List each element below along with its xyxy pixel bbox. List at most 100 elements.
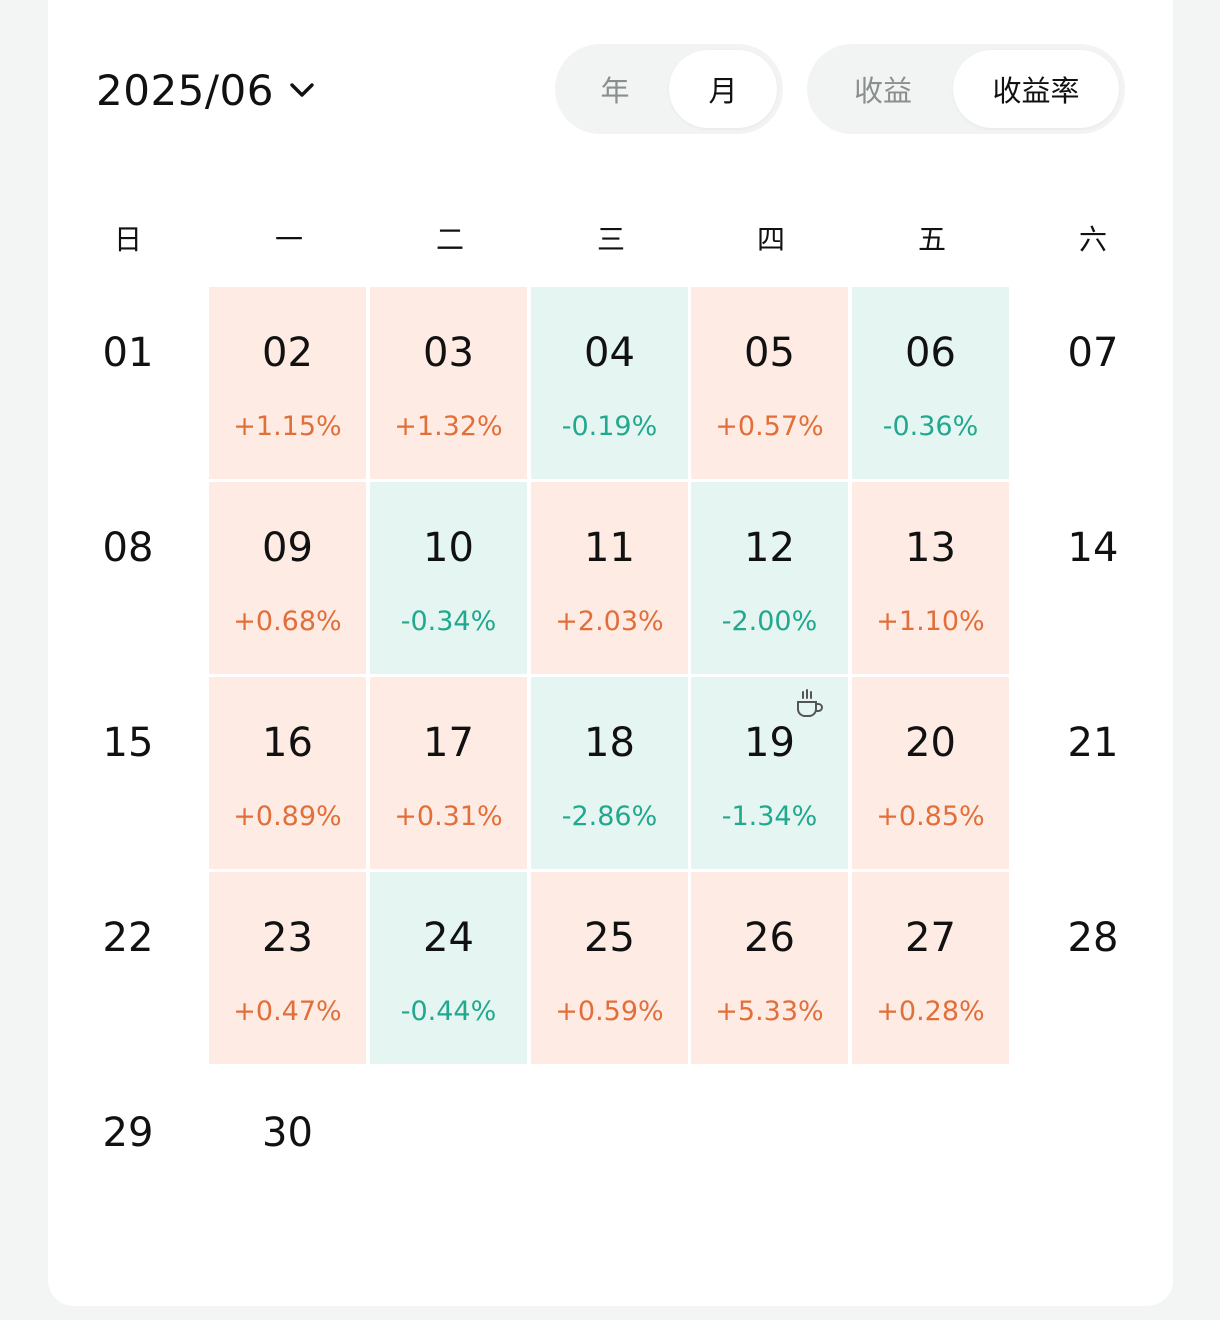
day-number: 23	[262, 915, 313, 961]
daily-return-rate: +0.57%	[715, 411, 824, 442]
calendar-day-cell[interactable]: 08	[48, 482, 208, 674]
chevron-down-icon	[288, 74, 320, 106]
day-number: 07	[1067, 330, 1119, 376]
calendar-day-cell[interactable]: 24 -0.44%	[370, 872, 527, 1064]
day-number: 28	[1067, 915, 1119, 961]
tab-month[interactable]: 月	[669, 50, 777, 128]
weekday-label: 日	[113, 223, 142, 256]
daily-return-rate: -2.86%	[561, 801, 658, 832]
tab-year[interactable]: 年	[600, 74, 630, 108]
daily-return-rate: +1.32%	[394, 411, 503, 442]
tab-return-rate[interactable]: 收益率	[953, 50, 1119, 128]
tab-profit[interactable]: 收益	[853, 74, 912, 108]
weekday-label: 六	[1078, 223, 1107, 256]
calendar-day-cell[interactable]: 04 -0.19%	[531, 287, 688, 479]
calendar-day-cell[interactable]: 29	[48, 1067, 208, 1259]
calendar-day-cell[interactable]: 12 -2.00%	[691, 482, 848, 674]
day-number: 09	[262, 525, 313, 571]
day-number: 15	[102, 720, 154, 766]
calendar-day-cell[interactable]: 16 +0.89%	[209, 677, 366, 869]
day-number: 10	[423, 525, 474, 571]
day-number: 27	[905, 915, 956, 961]
calendar-day-cell[interactable]: 20 +0.85%	[852, 677, 1009, 869]
daily-return-rate: -0.36%	[882, 411, 979, 442]
month-label: 2025/06	[96, 65, 274, 115]
calendar-day-cell[interactable]: 27 +0.28%	[852, 872, 1009, 1064]
period-toggle: 年 月	[555, 44, 783, 134]
daily-return-rate: +1.15%	[233, 411, 342, 442]
calendar-day-cell[interactable]: 11 +2.03%	[531, 482, 688, 674]
calendar-day-cell[interactable]: 26 +5.33%	[691, 872, 848, 1064]
calendar-day-cell[interactable]: 13 +1.10%	[852, 482, 1009, 674]
calendar-day-cell[interactable]: 28	[1013, 872, 1173, 1064]
calendar-day-cell[interactable]: 02 +1.15%	[209, 287, 366, 479]
calendar-day-cell[interactable]: 17 +0.31%	[370, 677, 527, 869]
daily-return-rate: +0.59%	[555, 996, 664, 1027]
day-number: 04	[584, 330, 635, 376]
daily-return-rate: +0.85%	[876, 801, 985, 832]
day-number: 17	[423, 720, 474, 766]
day-number: 19	[744, 720, 795, 766]
calendar-day-cell[interactable]: 01	[48, 287, 208, 479]
daily-return-rate: -1.34%	[721, 801, 818, 832]
calendar-day-cell[interactable]: 05 +0.57%	[691, 287, 848, 479]
calendar-day-cell[interactable]: 07	[1013, 287, 1173, 479]
day-number: 20	[905, 720, 956, 766]
weekday-label: 三	[596, 223, 625, 256]
day-number: 11	[584, 525, 635, 571]
coffee-cup-icon	[792, 687, 826, 721]
day-number: 08	[102, 525, 154, 571]
day-number: 26	[744, 915, 795, 961]
daily-return-rate: +0.68%	[233, 606, 342, 637]
day-number: 18	[584, 720, 635, 766]
weekday-label: 五	[917, 223, 946, 256]
calendar-day-cell[interactable]: 30	[209, 1067, 366, 1259]
calendar-card: 2025/06 年 月 收益 收益率 日 一 二 三 四 五 六 01 02 +1.…	[48, 0, 1173, 1306]
daily-return-rate: +1.10%	[876, 606, 985, 637]
day-number: 06	[905, 330, 956, 376]
month-picker[interactable]: 2025/06	[96, 58, 320, 122]
calendar-day-cell[interactable]: 03 +1.32%	[370, 287, 527, 479]
calendar-day-cell[interactable]: 10 -0.34%	[370, 482, 527, 674]
calendar-day-cell[interactable]: 19 -1.34%	[691, 677, 848, 869]
day-number: 13	[905, 525, 956, 571]
calendar-day-cell[interactable]: 09 +0.68%	[209, 482, 366, 674]
calendar-day-cell[interactable]: 15	[48, 677, 208, 869]
daily-return-rate: +0.47%	[233, 996, 342, 1027]
day-number: 02	[262, 330, 313, 376]
calendar-day-cell[interactable]: 25 +0.59%	[531, 872, 688, 1064]
daily-return-rate: -2.00%	[721, 606, 818, 637]
day-number: 16	[262, 720, 313, 766]
calendar-day-cell[interactable]: 22	[48, 872, 208, 1064]
day-number: 30	[262, 1110, 313, 1156]
day-number: 03	[423, 330, 474, 376]
day-number: 29	[102, 1110, 154, 1156]
day-number: 05	[744, 330, 795, 376]
weekday-label: 一	[274, 223, 303, 256]
calendar-day-cell[interactable]: 21	[1013, 677, 1173, 869]
day-number: 21	[1067, 720, 1119, 766]
weekday-header: 日 一 二 三 四 五 六	[48, 200, 1173, 280]
daily-return-rate: -0.34%	[400, 606, 497, 637]
daily-return-rate: +0.28%	[876, 996, 985, 1027]
day-number: 12	[744, 525, 795, 571]
calendar-grid: 01 02 +1.15% 03 +1.32% 04 -0.19% 05 +0.57% 06 -0.3…	[48, 287, 1173, 1257]
daily-return-rate: -0.44%	[400, 996, 497, 1027]
day-number: 25	[584, 915, 635, 961]
day-number: 01	[102, 330, 154, 376]
calendar-header: 2025/06 年 月 收益 收益率	[48, 0, 1173, 180]
weekday-label: 二	[435, 223, 464, 256]
calendar-day-cell[interactable]: 23 +0.47%	[209, 872, 366, 1064]
day-number: 14	[1067, 525, 1119, 571]
daily-return-rate: +0.89%	[233, 801, 342, 832]
daily-return-rate: +2.03%	[555, 606, 664, 637]
calendar-day-cell[interactable]: 06 -0.36%	[852, 287, 1009, 479]
metric-toggle: 收益 收益率	[807, 44, 1125, 134]
calendar-day-cell[interactable]: 14	[1013, 482, 1173, 674]
daily-return-rate: +0.31%	[394, 801, 503, 832]
weekday-label: 四	[756, 223, 785, 256]
daily-return-rate: -0.19%	[561, 411, 658, 442]
day-number: 22	[102, 915, 154, 961]
calendar-day-cell[interactable]: 18 -2.86%	[531, 677, 688, 869]
day-number: 24	[423, 915, 474, 961]
